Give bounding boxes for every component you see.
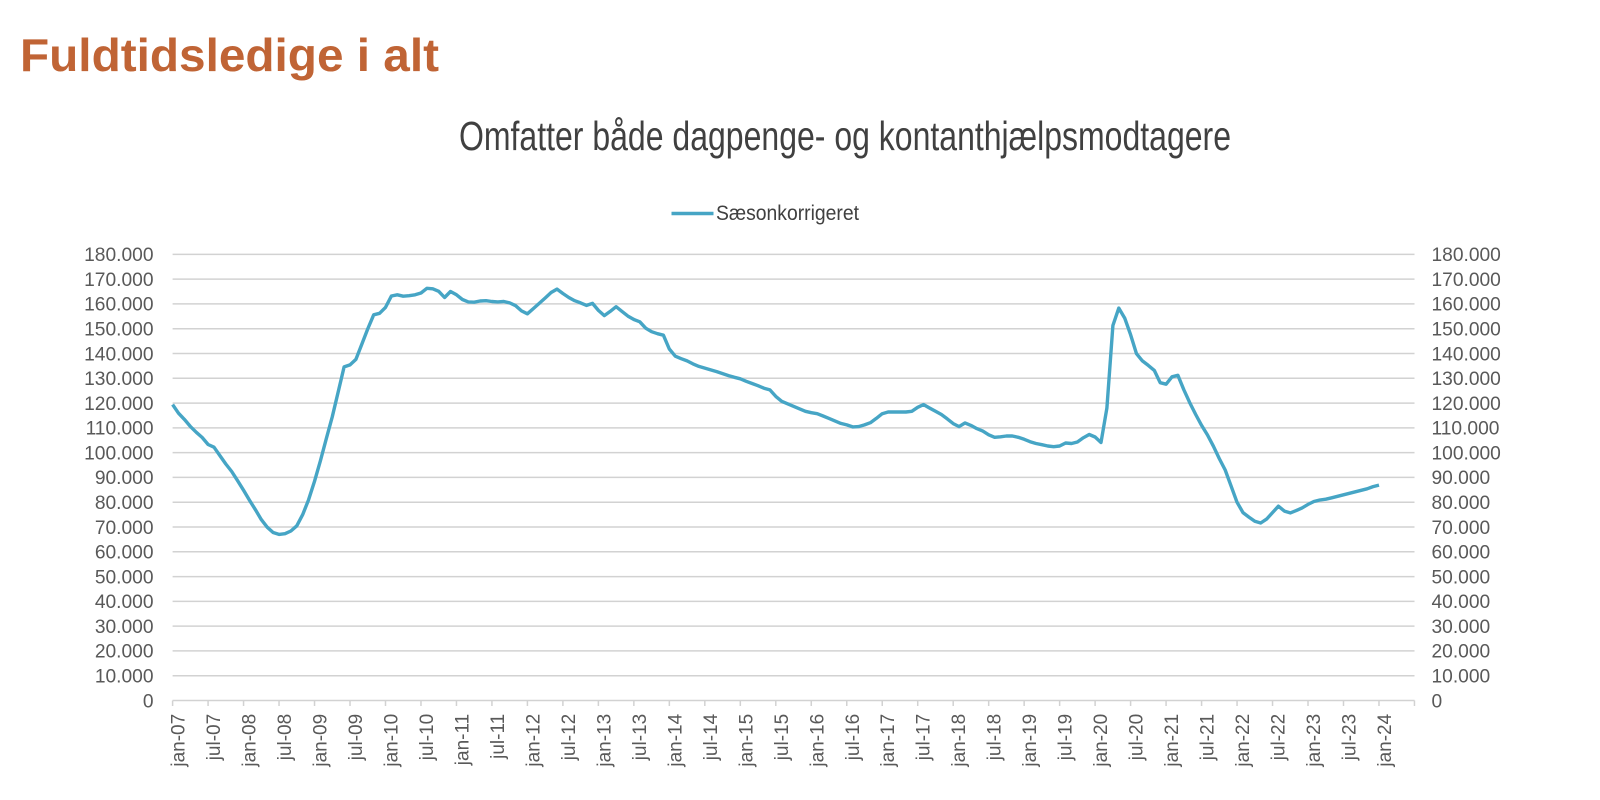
- svg-text:jan-15: jan-15: [736, 714, 757, 768]
- svg-text:0: 0: [1432, 691, 1443, 712]
- svg-text:80.000: 80.000: [1432, 493, 1491, 514]
- svg-text:jan-12: jan-12: [523, 714, 544, 768]
- svg-text:jul-14: jul-14: [701, 713, 722, 761]
- svg-text:110.000: 110.000: [86, 419, 154, 440]
- svg-text:90.000: 90.000: [95, 468, 154, 489]
- svg-text:20.000: 20.000: [1432, 642, 1491, 663]
- svg-text:Sæsonkorrigeret: Sæsonkorrigeret: [716, 202, 859, 225]
- svg-text:jul-08: jul-08: [275, 714, 296, 761]
- svg-text:jan-08: jan-08: [240, 714, 261, 768]
- svg-text:jul-15: jul-15: [772, 714, 793, 761]
- svg-text:jul-16: jul-16: [843, 714, 864, 761]
- svg-text:90.000: 90.000: [1432, 468, 1491, 489]
- svg-text:jan-07: jan-07: [169, 714, 190, 768]
- svg-text:jul-21: jul-21: [1198, 714, 1219, 761]
- svg-text:Omfatter både dagpenge- og kon: Omfatter både dagpenge- og kontanthjælps…: [459, 113, 1231, 159]
- svg-text:0: 0: [143, 691, 154, 712]
- svg-text:jan-21: jan-21: [1162, 714, 1183, 768]
- svg-text:jul-09: jul-09: [346, 714, 367, 761]
- svg-text:jan-22: jan-22: [1233, 714, 1254, 768]
- svg-text:jul-07: jul-07: [204, 714, 225, 761]
- svg-text:10.000: 10.000: [1432, 667, 1491, 688]
- svg-text:jan-24: jan-24: [1375, 713, 1396, 767]
- svg-text:jul-22: jul-22: [1269, 714, 1290, 761]
- svg-text:jan-19: jan-19: [1020, 714, 1041, 768]
- svg-text:150.000: 150.000: [1432, 320, 1501, 341]
- svg-text:70.000: 70.000: [95, 518, 154, 539]
- svg-text:180.000: 180.000: [84, 245, 153, 266]
- svg-text:40.000: 40.000: [1432, 592, 1491, 613]
- svg-text:20.000: 20.000: [95, 642, 154, 663]
- svg-text:jan-13: jan-13: [594, 714, 615, 768]
- svg-text:jul-17: jul-17: [914, 714, 935, 761]
- svg-text:40.000: 40.000: [95, 592, 154, 613]
- svg-text:100.000: 100.000: [84, 443, 153, 464]
- svg-text:30.000: 30.000: [1432, 617, 1491, 638]
- svg-text:100.000: 100.000: [1432, 443, 1501, 464]
- svg-text:60.000: 60.000: [1432, 543, 1491, 564]
- svg-text:jan-09: jan-09: [311, 714, 332, 768]
- svg-text:jan-23: jan-23: [1304, 714, 1325, 768]
- svg-text:30.000: 30.000: [95, 617, 154, 638]
- svg-text:jan-18: jan-18: [949, 714, 970, 768]
- svg-text:170.000: 170.000: [84, 270, 153, 291]
- svg-text:50.000: 50.000: [95, 567, 154, 588]
- svg-text:150.000: 150.000: [84, 320, 153, 341]
- svg-text:180.000: 180.000: [1432, 245, 1501, 266]
- svg-text:jan-17: jan-17: [878, 714, 899, 768]
- svg-text:jul-18: jul-18: [985, 714, 1006, 761]
- svg-text:110.000: 110.000: [1432, 419, 1500, 440]
- svg-text:jul-11: jul-11: [488, 714, 509, 760]
- svg-text:jan-11: jan-11: [452, 714, 473, 766]
- svg-text:Fuldtidsledige i alt: Fuldtidsledige i alt: [20, 29, 439, 81]
- svg-text:140.000: 140.000: [84, 344, 153, 365]
- svg-text:120.000: 120.000: [84, 394, 153, 415]
- svg-text:160.000: 160.000: [84, 295, 153, 316]
- svg-text:10.000: 10.000: [95, 667, 154, 688]
- svg-text:jul-10: jul-10: [417, 714, 438, 761]
- svg-text:jul-23: jul-23: [1339, 714, 1360, 761]
- svg-text:160.000: 160.000: [1432, 295, 1501, 316]
- svg-text:jul-13: jul-13: [630, 714, 651, 761]
- svg-text:jan-14: jan-14: [665, 713, 686, 767]
- svg-text:130.000: 130.000: [84, 369, 153, 390]
- svg-text:jul-20: jul-20: [1127, 714, 1148, 761]
- svg-text:jan-16: jan-16: [807, 714, 828, 768]
- svg-text:140.000: 140.000: [1432, 344, 1501, 365]
- svg-text:60.000: 60.000: [95, 543, 154, 564]
- svg-text:jul-19: jul-19: [1056, 714, 1077, 761]
- svg-text:130.000: 130.000: [1432, 369, 1501, 390]
- svg-text:120.000: 120.000: [1432, 394, 1501, 415]
- svg-text:70.000: 70.000: [1432, 518, 1491, 539]
- svg-text:170.000: 170.000: [1432, 270, 1501, 291]
- svg-text:jul-12: jul-12: [559, 714, 580, 761]
- svg-text:80.000: 80.000: [95, 493, 154, 514]
- svg-text:jan-20: jan-20: [1091, 714, 1112, 768]
- svg-text:50.000: 50.000: [1432, 567, 1491, 588]
- svg-text:jan-10: jan-10: [381, 714, 402, 768]
